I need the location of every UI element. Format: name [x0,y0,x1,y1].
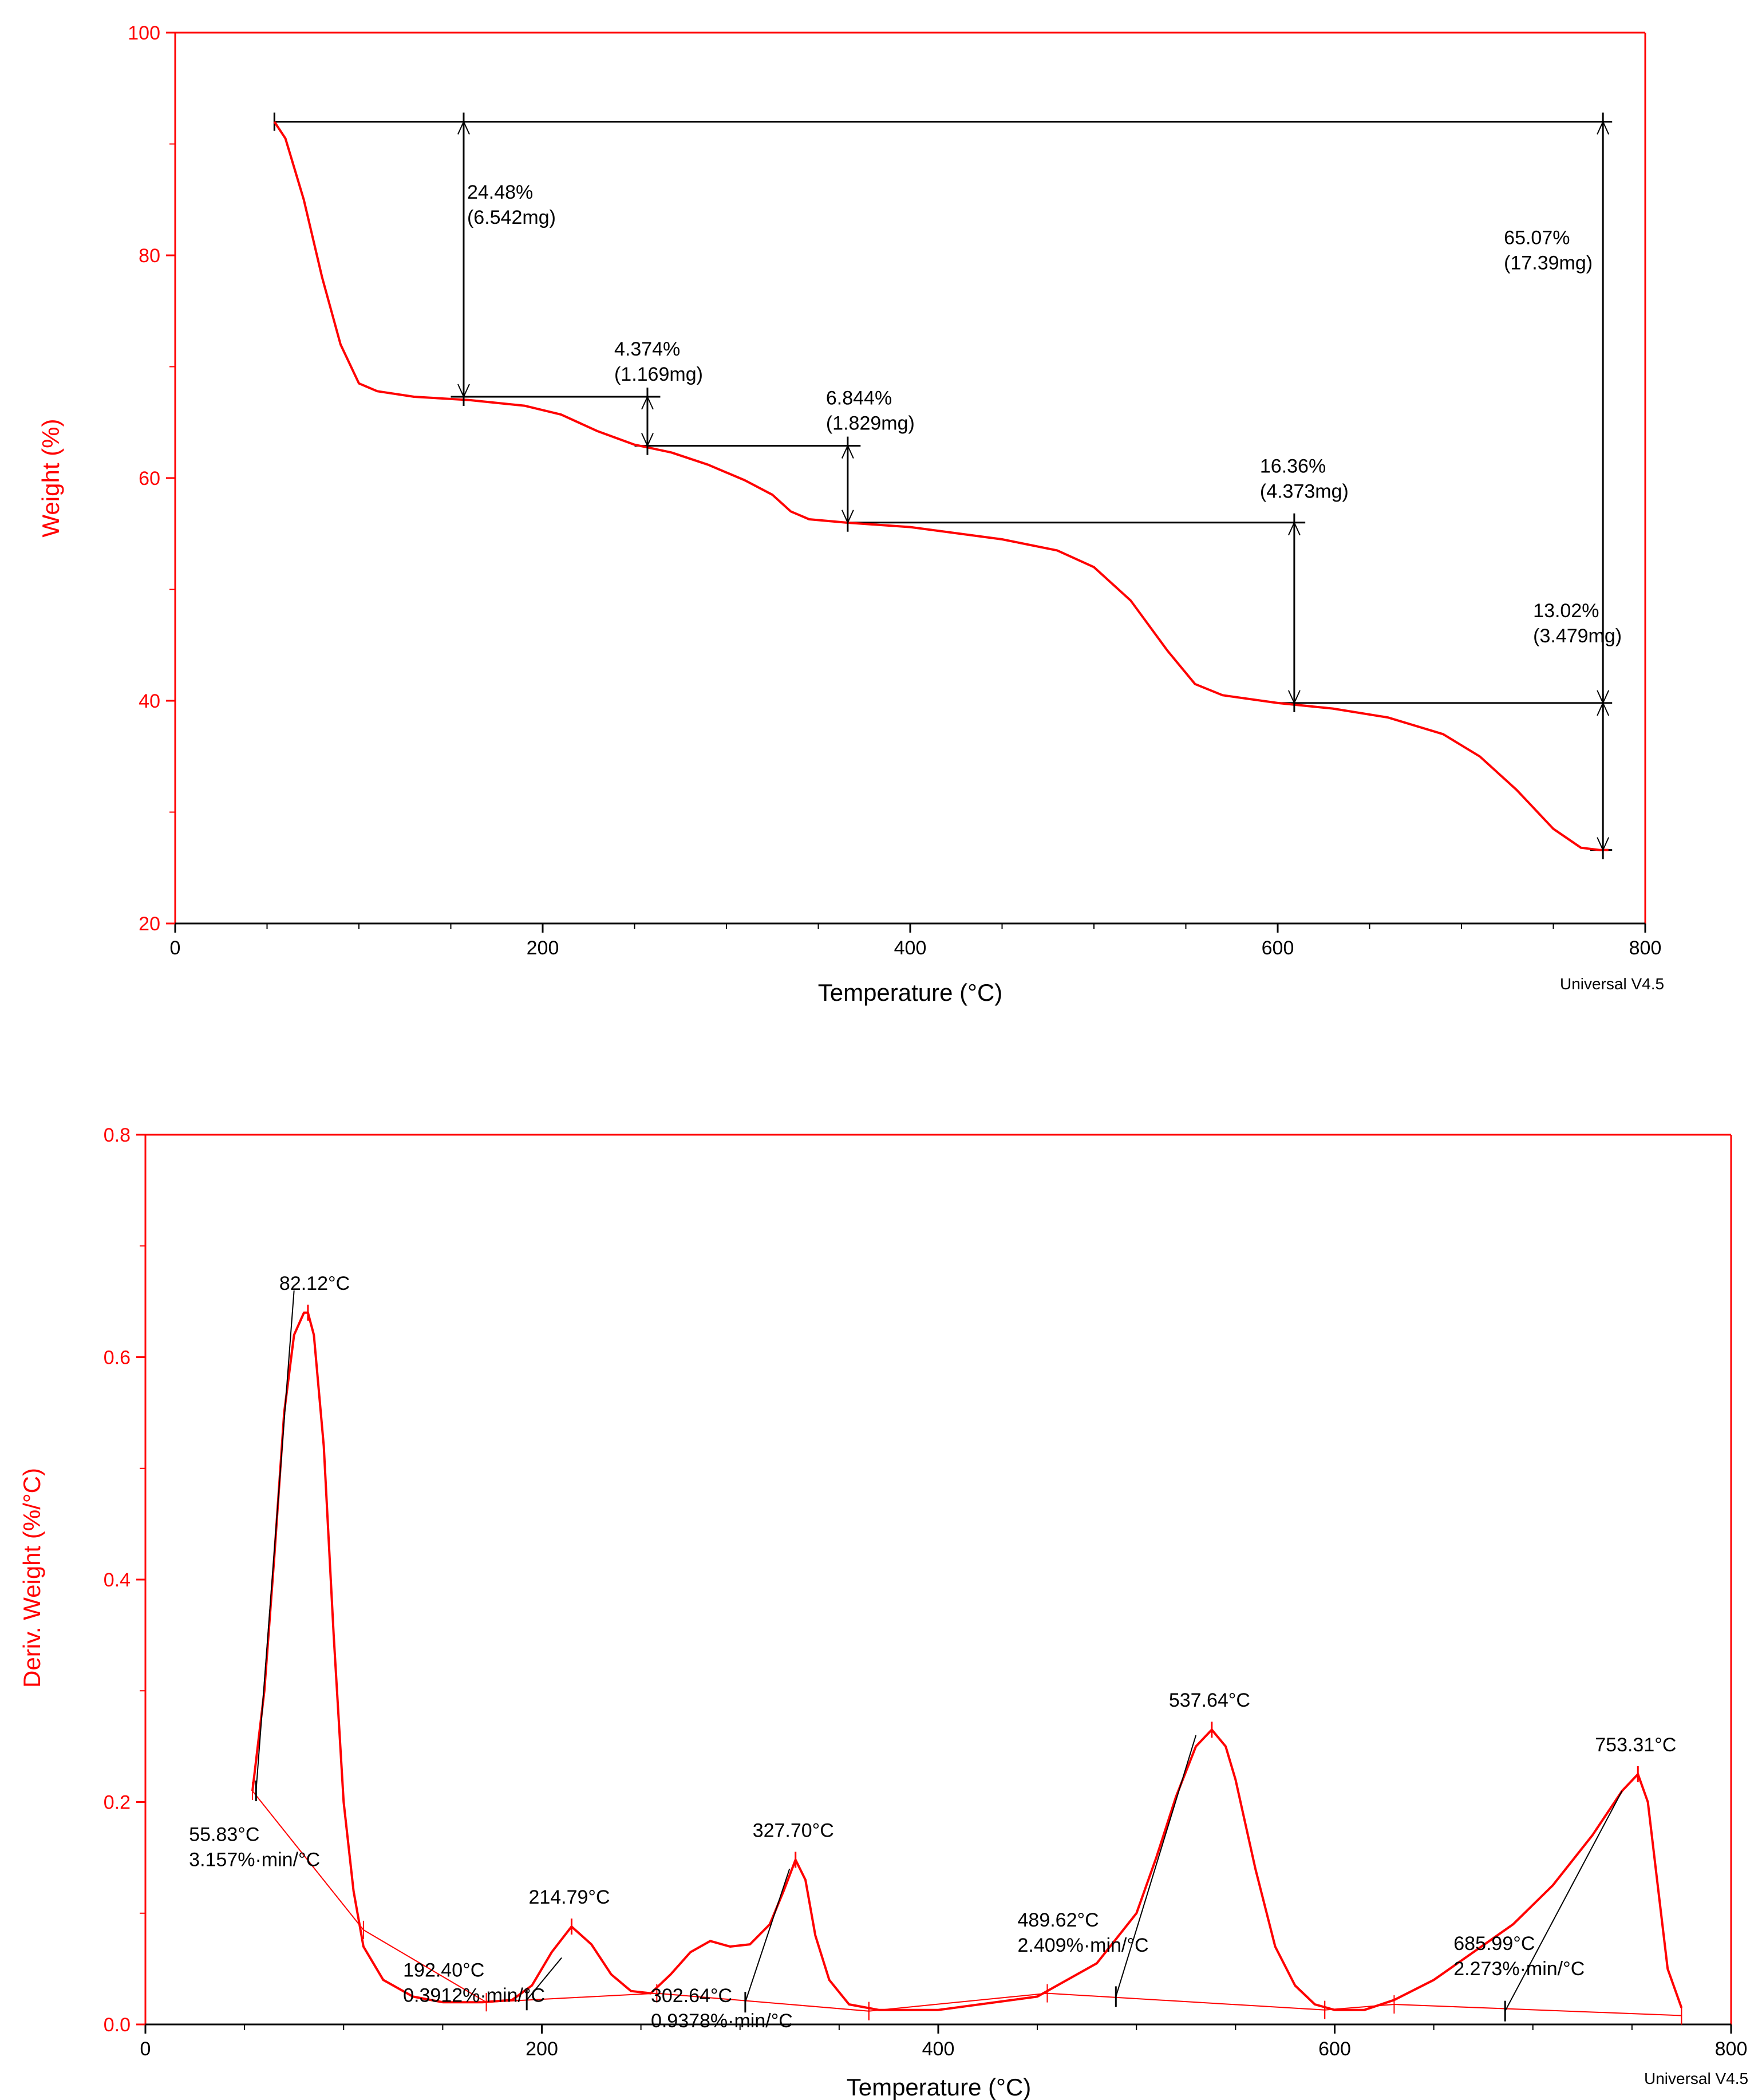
deriv-peak-label: 327.70°C [753,1820,834,1842]
weight-software-version: Universal V4.5 [1560,975,1664,993]
weight-step-percent: 65.07% [1504,227,1570,249]
deriv-peak-label: 82.12°C [279,1273,350,1294]
deriv-y-axis-title: Deriv. Weight (%/°C) [18,1468,45,1688]
weight-step-arrowhead-bottom [841,510,854,524]
weight-step-mass: (3.479mg) [1533,625,1622,647]
weight-x-axis-title: Temperature (°C) [818,979,1003,1006]
weight-x-tick-label: 600 [1262,937,1294,959]
deriv-x-axis-title: Temperature (°C) [847,2074,1032,2100]
deriv-chart-frame [144,1134,1732,2026]
deriv-x-tick-label: 200 [526,2038,558,2060]
deriv-baselines [251,1782,1682,2025]
weight-y-tick-label: 20 [139,913,160,935]
weight-y-tick-label: 60 [139,468,160,490]
deriv-onset-rate: 2.409%·min/°C [1018,1935,1149,1956]
weight-step-arrowhead-top [841,444,854,459]
weight-curve-group [273,121,1609,851]
deriv-onset-tangent [1115,1735,1197,1997]
deriv-x-tick-label: 800 [1715,2038,1748,2060]
deriv-software-version: Universal V4.5 [1644,2070,1748,2087]
weight-y-tick-label: 100 [128,22,160,44]
deriv-onset-temp: 685.99°C [1453,1933,1535,1955]
deriv-curve [251,1311,1683,2011]
deriv-onset-rate: 0.9378%·min/°C [651,2010,793,2032]
deriv-onset-temp: 55.83°C [189,1823,259,1845]
weight-step-arrowhead-bottom [457,384,470,398]
weight-step-arrowhead-top [457,120,470,135]
deriv-onset-rate: 0.3912%·min/°C [403,1984,545,2006]
weight-step-percent: 4.374% [614,338,680,360]
deriv-onset-temp: 302.64°C [651,1985,732,2007]
weight-x-tick-label: 200 [527,937,559,959]
weight-step-percent: 13.02% [1533,600,1599,622]
weight-step-arrowhead-bottom [1597,837,1610,852]
deriv-peak-label: 753.31°C [1595,1734,1676,1756]
weight-step-mass: (6.542mg) [467,207,556,228]
weight-step-mass: (17.39mg) [1504,252,1593,274]
deriv-onset-rate: 3.157%·min/°C [189,1849,320,1870]
weight-step-arrowhead-top [1597,701,1610,716]
deriv-curve-group [251,1311,1683,2011]
weight-step-arrowhead-bottom [641,433,654,448]
deriv-onset-rate: 2.273%·min/°C [1453,1958,1585,1980]
weight-step-percent: 24.48% [467,181,533,203]
deriv-onset-tangent [1504,1790,1623,2012]
deriv-integration-baseline [868,1992,1325,2012]
deriv-onset-tangent [526,1957,562,2000]
deriv-x-tick-label: 0 [140,2038,151,2060]
weight-baselines [273,112,1613,851]
weight-step-mass: (1.169mg) [614,364,703,385]
deriv-y-tick-label: 0.6 [104,1347,131,1369]
weight-step-arrowhead-top [1597,120,1610,135]
weight-x-tick-label: 800 [1629,937,1662,959]
deriv-annotations: 82.12°C 214.79°C 327.70°C 537.64°C 753.31°C 5… [189,1273,1676,2032]
deriv-y-tick-label: 0.2 [104,1792,131,1814]
weight-step-mass: (1.829mg) [826,413,915,435]
weight-step-arrowhead-top [641,395,654,410]
weight-step-percent: 16.36% [1260,455,1326,477]
deriv-y-tick-label: 0.4 [104,1569,131,1591]
weight-step-arrowhead-top [1287,521,1301,536]
deriv-onset-temp: 192.40°C [403,1959,484,1981]
deriv-y-tick-label: 0.8 [104,1124,131,1146]
deriv-x-tick-label: 400 [922,2038,955,2060]
weight-step-percent: 6.844% [826,388,892,409]
weight-y-tick-label: 40 [139,690,160,712]
weight-chart-frame [174,31,1646,925]
deriv-x-tick-label: 600 [1318,2038,1351,2060]
weight-x-tick-label: 0 [170,937,181,959]
weight-x-tick-label: 400 [894,937,927,959]
deriv-ticks: 0 200 400 600 800 0.0 0.2 0.4 0.6 0.8 [104,1124,1748,2060]
weight-steps: 24.48% (6.542mg) 4.374% (1.169mg) 6.844% (1.8… [457,112,1622,859]
deriv-peak-label: 214.79°C [528,1886,610,1908]
weight-step-arrowhead-bottom [1287,690,1301,705]
weight-step-mass: (4.373mg) [1260,480,1349,502]
deriv-onset-temp: 489.62°C [1018,1909,1099,1931]
deriv-onset-tangent [255,1290,295,1791]
deriv-onset-tangent [744,1868,791,2003]
deriv-peak-label: 537.64°C [1169,1690,1250,1711]
weight-ticks: 0 200 400 600 800 20 40 60 80 100 [128,22,1661,959]
weight-curve [273,121,1609,851]
weight-y-axis-title: Weight (%) [37,419,64,538]
deriv-y-tick-label: 0.0 [104,2014,131,2036]
weight-y-tick-label: 80 [139,245,160,267]
